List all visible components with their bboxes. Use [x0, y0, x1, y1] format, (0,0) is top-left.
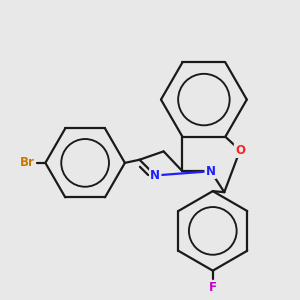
Text: Br: Br [20, 156, 35, 170]
Text: F: F [209, 281, 217, 294]
Text: O: O [235, 144, 245, 157]
Text: N: N [206, 165, 216, 178]
Text: N: N [150, 169, 160, 182]
